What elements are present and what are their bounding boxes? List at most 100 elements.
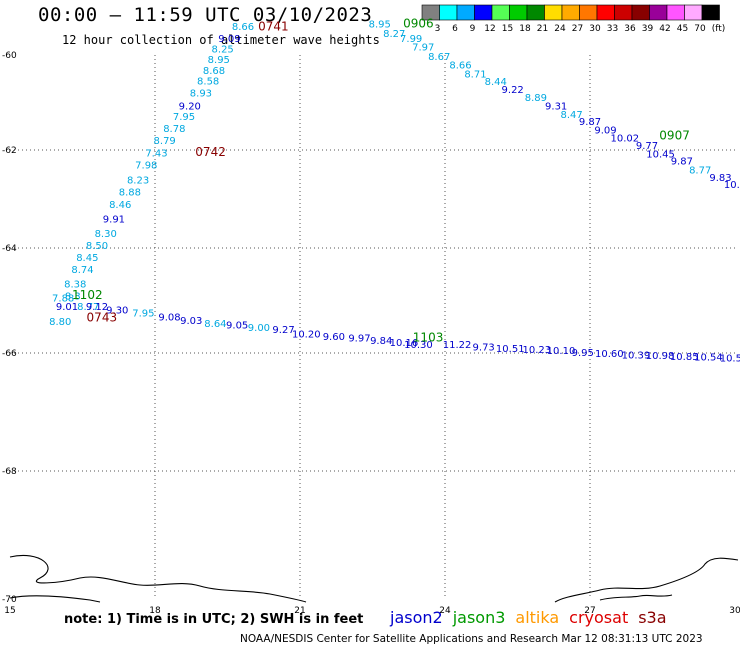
swh-label: 10.10 [547, 346, 576, 357]
pass-time-label: 0907 [659, 129, 690, 143]
wave-height-labels: 8.807.888.39.01 8.778.388.748.458.508.309… [49, 20, 740, 365]
swh-label: 10.98 [646, 351, 675, 362]
legend-tick-label: 12 [484, 24, 495, 34]
swh-label: 8.23 [127, 175, 149, 186]
coastline [9, 554, 739, 603]
lon-tick-label: 27 [584, 606, 595, 616]
legend-tick-label: 70 [694, 24, 706, 34]
swh-label: 8.80 [49, 317, 71, 328]
satellite-name-jason2: jason2 [390, 608, 443, 627]
swh-label: 8.67 [428, 52, 450, 63]
wave-height-legend: 3 6 9 12 15 18 21 24 27 30 33 36 39 42 45 70 (ft) [421, 4, 726, 34]
legend-tick-label: 15 [502, 24, 513, 34]
legend-unit-label: (ft) [712, 24, 726, 34]
swh-label: 8.27 [383, 29, 405, 40]
page-subtitle: 12 hour collection of altimeter wave hei… [62, 33, 380, 47]
swh-label: 9.84 [370, 336, 392, 347]
lat-tick-label: -70 [2, 595, 17, 605]
pass-time-label: 1103 [413, 330, 444, 344]
swh-label: 9.91 [103, 215, 125, 226]
swh-label: 8.44 [485, 77, 507, 88]
legend-tick-label: 3 [435, 24, 441, 34]
swh-label: 9.08 [158, 312, 180, 323]
swh-label: 7.43 [145, 148, 167, 159]
legend-tick-label: 39 [642, 24, 654, 34]
legend-tick-label: 45 [677, 24, 688, 34]
swh-label: 9.00 [248, 323, 270, 334]
satellite-name-jason3: jason3 [452, 608, 506, 627]
swh-label: 9.27 [272, 325, 294, 336]
legend-swatch [596, 4, 615, 21]
lon-tick-label: 18 [149, 606, 161, 616]
legend-tick-label: 9 [470, 24, 476, 34]
swh-label: 9.12 [86, 302, 108, 313]
swh-label: 8.71 [464, 69, 486, 80]
swh-label: 10.20 [292, 329, 321, 340]
swh-label: 9.60 [323, 332, 345, 343]
lat-tick-label: -68 [2, 467, 17, 477]
legend-tick-label: 6 [452, 24, 458, 34]
swh-label: 9.03 [180, 316, 202, 327]
page-title: 00:00 – 11:59 UTC 03/10/2023 [38, 4, 373, 26]
legend-swatch [631, 4, 650, 21]
swh-label: 10.51 [496, 344, 525, 355]
swh-label: 7.98 [135, 161, 157, 172]
swh-label: 10.39 [622, 350, 651, 361]
legend-swatch [579, 4, 598, 21]
satellite-name-cryosat: cryosat [569, 608, 629, 627]
swh-label: 7.88 [52, 294, 74, 305]
swh-label: 9.83 [709, 173, 731, 184]
antarctic-coastline-east [554, 557, 739, 603]
swh-label: 10.58 [720, 353, 740, 364]
swh-label: 9.31 [545, 102, 567, 113]
lon-tick-label: 30 [729, 606, 740, 616]
swh-label: 9.01 [56, 302, 78, 313]
swh-label: 9.05 [226, 320, 248, 331]
lat-tick-label: -62 [2, 146, 17, 156]
pass-time-label: 0741 [258, 20, 289, 34]
swh-label: 9.87 [671, 157, 693, 168]
legend-tick-label: 36 [624, 24, 636, 34]
lat-tick-label: -64 [2, 244, 17, 254]
swh-label: 10.45 [646, 149, 675, 160]
legend-swatch [614, 4, 633, 21]
swh-label: 8.3 [65, 291, 81, 302]
swh-label: 9.77 [636, 141, 658, 152]
pass-time-label: 0906 [403, 17, 434, 31]
swh-label: 9.22 [502, 85, 524, 96]
swh-label: 8.77 [77, 302, 99, 313]
antarctic-coastline-east-2 [599, 594, 673, 601]
swh-label: 8.38 [64, 279, 86, 290]
satellite-legend: jason2 jason3 altika cryosat s3a [390, 608, 677, 627]
swh-label: 8.58 [197, 76, 219, 87]
antarctic-coastline-west [9, 554, 307, 603]
swh-label: 9.95 [572, 348, 594, 359]
swh-label: 10.30 [404, 340, 433, 351]
legend-tick-label: 42 [659, 24, 670, 34]
swh-label: 9.87 [579, 117, 601, 128]
swh-label: 9.73 [473, 342, 495, 353]
footer-note: note: 1) Time is in UTC; 2) SWH is in fe… [64, 612, 364, 627]
swh-label: 8.95 [369, 20, 391, 31]
swh-label: 9.09 [594, 125, 616, 136]
swh-label: 10.54 [694, 353, 723, 364]
swh-label: 9.30 [106, 306, 128, 317]
swh-label: 7.95 [132, 308, 154, 319]
swh-label: 8.30 [95, 229, 117, 240]
legend-swatch [474, 4, 493, 21]
legend-tick-label: 30 [589, 24, 601, 34]
footer-credit: NOAA/NESDIS Center for Satellite Applica… [240, 633, 703, 645]
swh-label: 8.25 [212, 45, 234, 56]
swh-label: 10.5 [724, 180, 740, 191]
legend-tick-label: 21 [537, 24, 548, 34]
lon-tick-label: 24 [439, 606, 451, 616]
pass-time-label: 1102 [72, 288, 103, 302]
swh-label: 9.20 [179, 102, 201, 113]
legend-swatch [701, 4, 720, 21]
swh-label: 8.77 [689, 166, 711, 177]
swh-label: 10.16 [390, 338, 419, 349]
legend-tick-label: 18 [519, 24, 531, 34]
swh-label: 8.64 [204, 319, 226, 330]
legend-swatch [439, 4, 458, 21]
swh-label: 8.50 [86, 241, 108, 252]
